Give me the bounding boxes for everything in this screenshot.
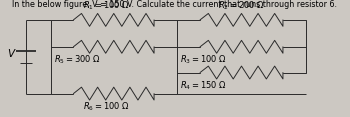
Text: $R_5 = 300\ \Omega$: $R_5 = 300\ \Omega$ bbox=[54, 54, 101, 66]
Text: In the below figure, V = 150 V. Calculate the current that runs through resistor: In the below figure, V = 150 V. Calculat… bbox=[13, 0, 337, 9]
Text: $R_4 = 150\ \Omega$: $R_4 = 150\ \Omega$ bbox=[180, 80, 227, 92]
Text: V: V bbox=[7, 49, 14, 59]
Text: $R_6 = 100\ \Omega$: $R_6 = 100\ \Omega$ bbox=[83, 101, 130, 113]
Text: $R_2 = 200\ \Omega$: $R_2 = 200\ \Omega$ bbox=[218, 0, 265, 12]
Text: $R_3 = 100\ \Omega$: $R_3 = 100\ \Omega$ bbox=[180, 54, 227, 66]
Text: $R_1 = 100\ \Omega$: $R_1 = 100\ \Omega$ bbox=[83, 0, 130, 12]
